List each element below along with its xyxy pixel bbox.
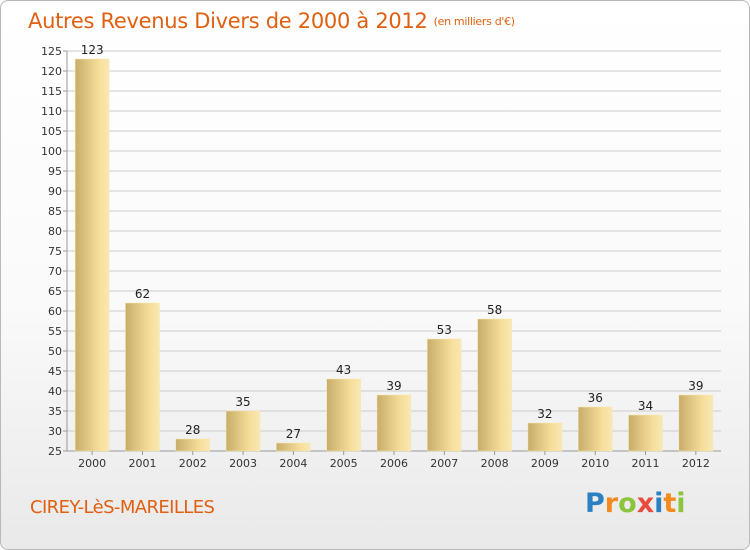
x-tick-label: 2010	[581, 457, 609, 470]
y-tick-label: 35	[48, 405, 62, 418]
data-label: 27	[286, 427, 301, 441]
x-tick-label: 2011	[632, 457, 660, 470]
bar	[175, 438, 211, 452]
bar-chart: 25 30 35 40 45 50 55 60 65 70 75 80 85 90 95 100 105 110 1…	[41, 43, 721, 470]
y-tick-label: 65	[48, 285, 62, 298]
x-tick-label: 2007	[430, 457, 458, 470]
x-tick-label: 2001	[128, 457, 156, 470]
bar	[125, 302, 160, 452]
bar	[74, 58, 110, 452]
y-tick-label: 80	[48, 225, 62, 238]
y-tick-label: 85	[48, 205, 62, 218]
data-label: 123	[81, 43, 104, 57]
y-tick-label: 75	[48, 245, 62, 258]
bar	[225, 410, 261, 452]
x-tick-label: 2002	[179, 457, 207, 470]
bar	[276, 442, 311, 452]
y-tick-label: 45	[48, 365, 62, 378]
logo-letter: t	[663, 488, 677, 519]
logo-letter: r	[604, 488, 619, 519]
y-tick-label: 25	[48, 445, 62, 458]
logo-letter: o	[618, 488, 637, 519]
x-tick-label: 2006	[380, 457, 408, 470]
y-tick-label: 90	[48, 185, 62, 198]
y-tick-label: 115	[41, 85, 62, 98]
data-label: 58	[487, 303, 502, 317]
chart-title-unit: (en milliers d'€)	[433, 15, 515, 28]
y-tick-label: 70	[48, 265, 62, 278]
proxiti-logo: Proxiti	[585, 488, 686, 519]
data-label: 35	[235, 395, 250, 409]
y-tick-label: 40	[48, 385, 62, 398]
bar	[577, 406, 613, 452]
x-tick-label: 2012	[682, 457, 710, 470]
x-tick-label: 2008	[481, 457, 509, 470]
chart-title: Autres Revenus Divers de 2000 à 2012 (en …	[28, 9, 515, 33]
bar	[477, 318, 512, 452]
data-label: 39	[386, 379, 401, 393]
y-tick-label: 120	[41, 65, 62, 78]
y-tick-label: 95	[48, 165, 62, 178]
data-label: 34	[638, 399, 653, 413]
bar	[376, 394, 412, 452]
city-name: CIREY-LèS-MAREILLES	[30, 497, 215, 518]
y-tick-label: 100	[41, 145, 62, 158]
x-tick-label: 2004	[279, 457, 307, 470]
data-label: 28	[185, 423, 200, 437]
x-tick-label: 2000	[78, 457, 106, 470]
y-tick-label: 30	[48, 425, 62, 438]
logo-letter: x	[636, 488, 655, 519]
data-label: 53	[437, 323, 452, 337]
data-label: 43	[336, 363, 351, 377]
y-tick-label: 110	[41, 105, 62, 118]
x-tick-label: 2003	[229, 457, 257, 470]
logo-letter: P	[585, 488, 605, 519]
x-tick-label: 2009	[531, 457, 559, 470]
data-label: 62	[135, 287, 150, 301]
data-label: 32	[537, 407, 552, 421]
y-tick-label: 50	[48, 345, 62, 358]
y-tick-label: 105	[41, 125, 62, 138]
data-label: 39	[688, 379, 703, 393]
bar	[527, 422, 563, 452]
y-tick-label: 55	[48, 325, 62, 338]
bar	[427, 338, 462, 452]
y-tick-label: 60	[48, 305, 62, 318]
chart-title-text: Autres Revenus Divers de 2000 à 2012	[28, 9, 428, 33]
data-label: 36	[588, 391, 603, 405]
x-tick-label: 2005	[330, 457, 358, 470]
bar	[628, 414, 663, 452]
bar	[326, 378, 361, 452]
bar	[678, 394, 714, 452]
logo-letter: i	[654, 488, 664, 519]
y-tick-label: 125	[41, 45, 62, 58]
logo-letter: i	[676, 488, 686, 519]
